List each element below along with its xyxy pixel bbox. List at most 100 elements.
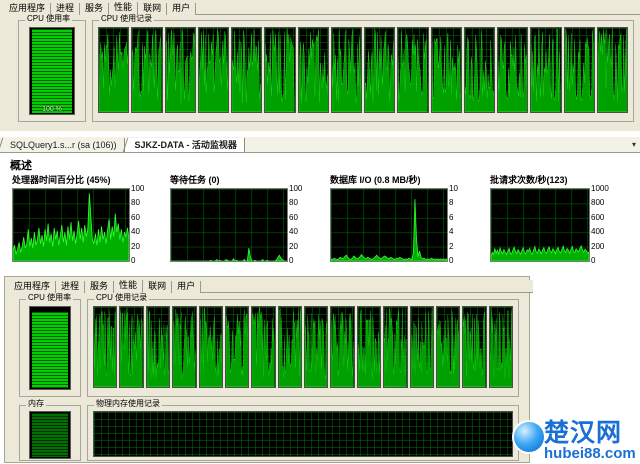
cpu-core-series — [464, 28, 494, 112]
tab-applications[interactable]: 应用程序 — [9, 281, 57, 293]
cpu-core-series — [99, 31, 129, 112]
cpu-core-series — [120, 308, 143, 387]
chart-grid — [331, 189, 447, 261]
chart-batch-requests-plot: 0 200 400 600 800 1000 — [490, 185, 609, 265]
cpu-core-history-10 — [356, 306, 382, 388]
chart-processor-time-plot: 0 20 40 60 80 100 — [12, 185, 144, 265]
cpu-core-series — [331, 312, 354, 387]
cpu-core-series — [252, 307, 275, 387]
cpu-core-series — [410, 307, 433, 387]
memory-meter-fill — [32, 413, 68, 457]
chart-processor-time-yaxis: 0 20 40 60 80 100 — [129, 185, 155, 265]
document-tabstrip[interactable]: SQLQuery1.s...r (sa (106)) SJKZ-DATA - 活… — [0, 137, 640, 153]
y-tick-label: 600 — [591, 212, 605, 222]
overview-section-title: 概述 — [10, 160, 32, 172]
cpu-core-history-3 — [172, 306, 197, 388]
cpu-usage-group-bottom: CPU 使用率 — [19, 294, 81, 397]
y-tick-label: 1000 — [591, 184, 609, 193]
cpu-core-series — [498, 33, 528, 112]
task-manager-top: 应用程序 进程 服务 性能 联网 用户 CPU 使用率 100 % CPU 使用… — [0, 0, 640, 132]
cpu-usage-meter-fill — [32, 29, 72, 113]
cpu-usage-value: 100 % — [42, 106, 62, 113]
tab-applications[interactable]: 应用程序 — [4, 3, 52, 15]
y-tick-label: 8 — [449, 198, 454, 208]
tab-performance[interactable]: 性能 — [114, 280, 144, 293]
tab-services[interactable]: 服务 — [80, 3, 110, 15]
y-tick-label: 0 — [131, 256, 136, 265]
tab-sqlquery1[interactable]: SQLQuery1.s...r (sa (106)) — [0, 137, 125, 152]
tab-users[interactable]: 用户 — [172, 281, 202, 293]
tab-services[interactable]: 服务 — [85, 281, 115, 293]
cpu-history-group-label: CPU 使用记录 — [99, 14, 155, 23]
chart-grid — [94, 412, 512, 456]
tab-processes[interactable]: 进程 — [56, 281, 86, 293]
memory-history-group-bottom: 物理内存使用记录 — [87, 400, 519, 461]
cpu-core-series — [489, 307, 512, 387]
chart-database-io-yaxis: 0 2 4 6 8 10 — [447, 185, 473, 265]
cpu-core-history-1 — [131, 27, 163, 113]
cpu-core-series — [232, 29, 262, 112]
chart-batch-requests-title: 批请求次数/秒(123) — [490, 175, 568, 185]
cpu-core-series — [225, 309, 249, 387]
tab-processes[interactable]: 进程 — [51, 3, 81, 15]
chart-database-io-plot: 0 2 4 6 8 10 — [330, 185, 458, 265]
cpu-history-group-label: CPU 使用记录 — [94, 293, 150, 302]
y-tick-label: 0 — [591, 256, 596, 265]
cpu-core-series — [365, 28, 395, 112]
y-tick-label: 10 — [449, 184, 458, 193]
cpu-core-series — [398, 29, 428, 112]
chart-waiting-tasks: 等待任务 (0) 0 20 40 60 80 100 — [170, 173, 302, 265]
cpu-core-series — [564, 28, 594, 112]
tab-activity-monitor-label: SJKZ-DATA - 活动监视器 — [134, 139, 237, 150]
cpu-usage-meter: 100 % — [29, 27, 75, 115]
y-tick-label: 20 — [289, 241, 298, 251]
y-tick-label: 60 — [131, 212, 140, 222]
chevron-down-icon[interactable]: ▾ — [631, 140, 636, 149]
task-manager-top-tabstrip[interactable]: 应用程序 进程 服务 性能 联网 用户 — [0, 2, 640, 15]
cpu-core-series — [431, 32, 461, 112]
cpu-core-history-2 — [164, 27, 196, 113]
chart-waiting-tasks-plot: 0 20 40 60 80 100 — [170, 185, 302, 265]
cpu-core-series — [165, 28, 195, 112]
chart-waiting-tasks-series — [171, 189, 287, 261]
cpu-core-series — [463, 310, 486, 387]
y-tick-label: 200 — [591, 241, 605, 251]
cpu-core-history-11 — [383, 306, 408, 388]
y-tick-label: 80 — [131, 198, 140, 208]
memory-history-group-label: 物理内存使用记录 — [94, 399, 162, 408]
cpu-core-history-14 — [462, 306, 487, 388]
task-manager-bottom: 应用程序 进程 服务 性能 联网 用户 CPU 使用率 CPU 使用记录 内存 … — [4, 276, 533, 463]
cpu-core-series — [384, 307, 407, 387]
tabstrip-filler — [201, 292, 533, 293]
task-manager-bottom-tabstrip[interactable]: 应用程序 进程 服务 性能 联网 用户 — [5, 280, 533, 293]
cpu-core-series — [278, 307, 301, 387]
watermark-cn-text: 楚汉网 — [544, 418, 623, 447]
chart-waiting-tasks-yaxis: 0 20 40 60 80 100 — [287, 185, 313, 265]
tab-activity-monitor[interactable]: SJKZ-DATA - 活动监视器 — [122, 137, 245, 152]
y-tick-label: 400 — [591, 227, 605, 237]
y-tick-label: 100 — [131, 184, 145, 193]
cpu-core-history-15 — [596, 27, 628, 113]
chart-processor-time-series — [13, 189, 129, 261]
tab-networking[interactable]: 联网 — [143, 281, 173, 293]
cpu-core-series — [298, 28, 328, 112]
cpu-core-series — [199, 307, 222, 387]
y-tick-label: 6 — [449, 212, 454, 222]
tab-users[interactable]: 用户 — [167, 3, 197, 15]
cpu-core-history-container-top — [98, 27, 628, 113]
watermark: 楚汉网 hubei88.com — [514, 420, 638, 464]
tab-networking[interactable]: 联网 — [138, 3, 168, 15]
tab-sqlquery1-label: SQLQuery1.s...r (sa (106)) — [10, 139, 117, 150]
cpu-core-history-15 — [488, 306, 513, 388]
chart-batch-requests: 批请求次数/秒(123) 0 200 400 600 800 1000 — [490, 173, 609, 265]
y-tick-label: 100 — [289, 184, 303, 193]
chart-processor-time-title: 处理器时间百分比 (45%) — [12, 175, 111, 185]
cpu-core-history-8 — [304, 306, 329, 388]
watermark-globe-icon — [514, 422, 544, 452]
chart-grid — [171, 189, 287, 261]
y-tick-label: 800 — [591, 198, 605, 208]
cpu-core-history-7 — [277, 306, 302, 388]
y-tick-label: 40 — [131, 227, 140, 237]
cpu-core-history-1 — [119, 306, 144, 388]
tab-performance[interactable]: 性能 — [109, 2, 139, 15]
